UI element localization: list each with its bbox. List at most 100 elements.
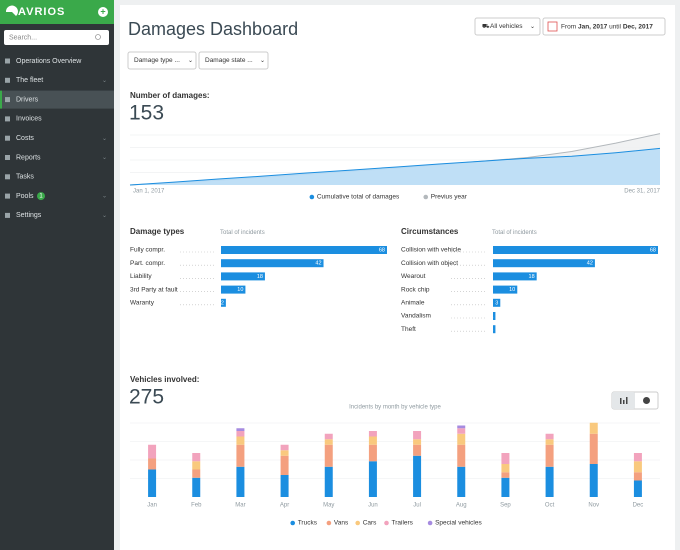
- x-label: Jan 1, 2017: [133, 189, 165, 195]
- date-filter[interactable]: [542, 17, 666, 36]
- x-tick-label: Feb: [191, 503, 202, 509]
- active-item-bg: [0, 90, 114, 109]
- badge: [37, 192, 45, 201]
- bar-segment: [413, 455, 422, 497]
- total: 153: [129, 102, 164, 125]
- bar-segment: [501, 472, 510, 478]
- bar-segment: [589, 422, 598, 434]
- date-end: Dec, 2017: [623, 23, 653, 30]
- bar-segment: [324, 439, 333, 445]
- bar-segment: [501, 464, 510, 473]
- x-tick-label: Oct: [545, 503, 555, 509]
- date-middle: until: [609, 23, 621, 30]
- x-tick-label: Dec: [633, 503, 644, 509]
- legend-swatch: [427, 520, 433, 526]
- bar-segment: [324, 444, 333, 467]
- chevron: ⌄: [102, 136, 107, 142]
- bar-segment: [236, 466, 245, 497]
- category-label: Part. compr.: [130, 260, 165, 267]
- category-label: Rock chip: [401, 286, 430, 293]
- filter-label: Damage state ...: [205, 57, 253, 64]
- category-label: Theft: [401, 326, 416, 333]
- add-button[interactable]: [98, 7, 108, 17]
- menu-icon: [5, 193, 10, 199]
- filter-button[interactable]: [127, 51, 197, 70]
- value-label: 1: [490, 327, 493, 333]
- bar-segment: [413, 431, 422, 440]
- menu: Operations Overview The fleet ⌄ Drivers Invo…: [0, 58, 114, 219]
- bar-segment: [545, 444, 554, 467]
- bar-segment: [236, 436, 245, 445]
- pie-icon: [643, 397, 650, 404]
- legend-swatch: [290, 520, 296, 526]
- bar-segment: [633, 461, 642, 473]
- bar-segment: [633, 480, 642, 497]
- x-tick-label: Sep: [500, 503, 511, 509]
- category-label: Liability: [130, 273, 152, 280]
- category-label: 3rd Party at fault: [130, 286, 178, 293]
- chevron: ⌄: [260, 58, 265, 64]
- value-label: 1: [490, 313, 493, 319]
- bar-segment: [192, 469, 201, 478]
- legend-label: Trailers: [392, 520, 414, 527]
- menu-label: The fleet: [16, 77, 43, 84]
- menu-label: Reports: [16, 154, 41, 161]
- vehicle-filter[interactable]: [474, 17, 541, 36]
- menu-label: Invoices: [16, 116, 42, 123]
- x-tick-label: Jan: [147, 503, 157, 509]
- value-label: 68: [650, 247, 656, 253]
- chevron: ⌄: [102, 213, 107, 219]
- x-tick-label: Mar: [235, 503, 245, 509]
- logo: AVRIOS: [18, 6, 65, 18]
- filter-button[interactable]: [198, 51, 269, 70]
- logo-icon: [5, 5, 18, 17]
- menu-icon: [5, 58, 10, 64]
- bar-segment: [633, 472, 642, 481]
- legend-label: Cumulative total of damages: [317, 194, 400, 201]
- add-icon: +: [100, 6, 105, 16]
- category-label: Waranty: [130, 300, 155, 307]
- x-tick-label: May: [323, 503, 334, 509]
- value-label: 10: [509, 287, 515, 293]
- bar-icon: [626, 397, 628, 404]
- menu-icon: [5, 174, 10, 180]
- bar-segment: [368, 431, 377, 437]
- menu-label: Settings: [16, 212, 42, 219]
- menu-label: Drivers: [16, 96, 39, 103]
- bar-segment: [148, 458, 157, 470]
- value-label: 68: [379, 247, 385, 253]
- filter-label: Damage type ...: [134, 57, 180, 64]
- bar-segment: [192, 477, 201, 497]
- sidebar: AVRIOS + Search... Operations Overview Th…: [0, 0, 114, 550]
- menu-icon: [5, 116, 10, 122]
- bar-segment: [368, 436, 377, 445]
- menu-label: Operations Overview: [16, 58, 82, 65]
- menu-icon: [5, 135, 10, 141]
- bar-segment: [280, 444, 289, 451]
- bar-segment: [457, 444, 466, 467]
- bar-segment: [501, 477, 510, 497]
- x-tick-label: Nov: [588, 503, 599, 509]
- search-icon: [95, 34, 101, 40]
- value-label: 18: [529, 274, 535, 280]
- bar-segment: [280, 455, 289, 475]
- date-prefix: From: [561, 23, 576, 30]
- bar: [493, 325, 496, 334]
- x-tick-label: Jul: [413, 503, 421, 509]
- bar-segment: [633, 453, 642, 462]
- bar-segment: [324, 466, 333, 497]
- bar: [221, 285, 246, 294]
- bar-segment: [545, 439, 554, 445]
- chart-title: Circumstances: [401, 227, 459, 236]
- vehicle-filter-label: All vehicles: [490, 23, 523, 30]
- legend-label: Cars: [363, 520, 377, 527]
- legend-label: Trucks: [298, 520, 318, 527]
- bar-segment: [589, 433, 598, 464]
- calendar-icon: [547, 21, 558, 32]
- bar-segment: [236, 428, 245, 431]
- bar-segment: [589, 464, 598, 497]
- search-box[interactable]: [4, 30, 109, 45]
- bar-segment: [457, 466, 466, 497]
